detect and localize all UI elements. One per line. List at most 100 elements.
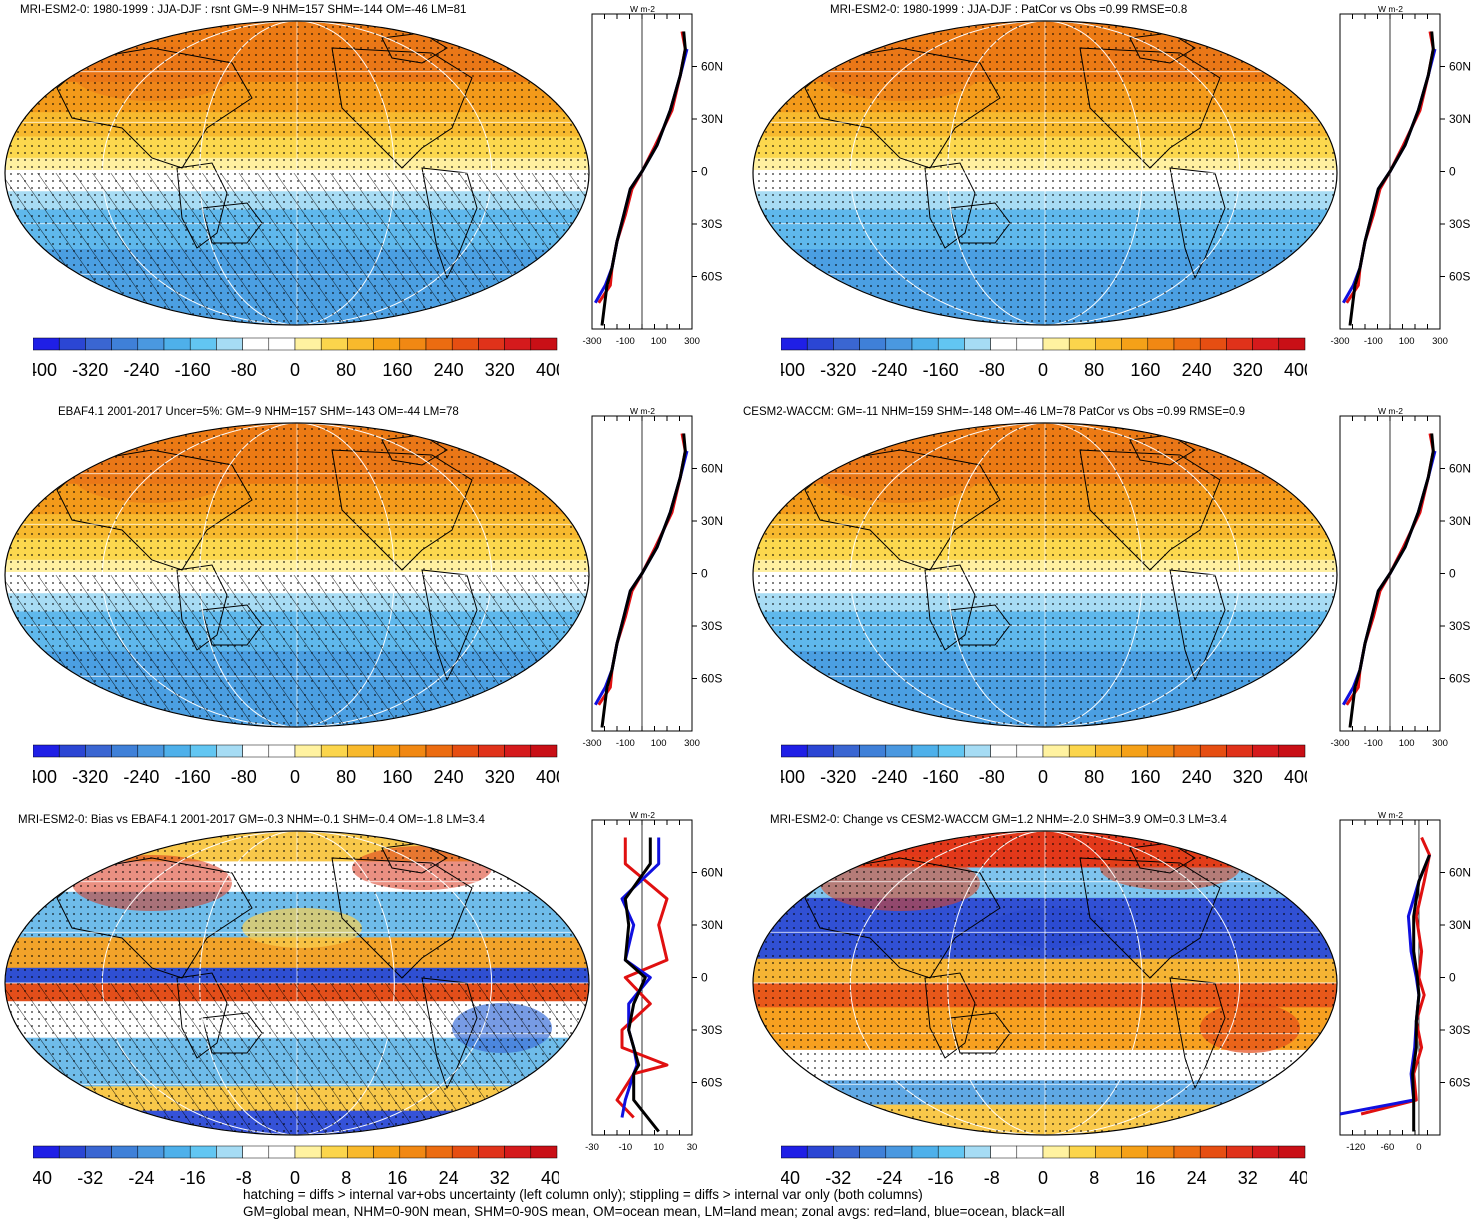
svg-text:160: 160 [1130,360,1160,380]
panel-bias: MRI-ESM2-0: Bias vs EBAF4.1 2001-2017 GM… [0,810,741,1188]
svg-text:10: 10 [653,1142,664,1153]
svg-text:-400: -400 [33,360,57,380]
svg-text:60S: 60S [1449,1076,1470,1090]
svg-text:30N: 30N [1449,514,1471,528]
svg-text:160: 160 [1130,767,1160,787]
world-map [752,830,1338,1136]
svg-text:-240: -240 [871,767,907,787]
svg-text:60S: 60S [1449,672,1470,686]
zonal-mean-plot: 60N 30N 0 30S 60S W m-2 -300 -100 100 300 [582,4,723,347]
svg-text:0: 0 [1038,360,1048,380]
svg-text:240: 240 [1182,360,1212,380]
svg-text:-80: -80 [979,767,1005,787]
svg-text:32: 32 [490,1168,510,1188]
svg-text:240: 240 [434,360,464,380]
svg-text:160: 160 [382,767,412,787]
zonal-mean-plot: 60N 30N 0 30S 60S W m-2 -120 -60 0 [1339,810,1471,1153]
svg-text:8: 8 [341,1168,351,1188]
svg-text:30S: 30S [1449,619,1470,633]
svg-text:24: 24 [1187,1168,1207,1188]
svg-text:-400: -400 [33,767,57,787]
svg-text:30N: 30N [701,918,723,932]
svg-text:W m-2: W m-2 [630,406,655,416]
svg-text:-16: -16 [928,1168,954,1188]
colorbar: -40 -32 -24 -16 -8 0 8 16 24 32 40 [33,1145,559,1188]
svg-text:300: 300 [1432,336,1448,347]
colorbar: -40 -32 -24 -16 -8 0 8 16 24 32 40 [781,1145,1307,1188]
svg-text:-320: -320 [820,767,856,787]
svg-text:40: 40 [541,1168,559,1188]
svg-text:0: 0 [701,567,708,581]
svg-text:0: 0 [1449,971,1456,985]
panel-rsnt-mri-patcor: MRI-ESM2-0: 1980-1999 : JJA-DJF : PatCor… [748,4,1483,394]
world-map [4,830,590,1136]
svg-text:-160: -160 [175,360,211,380]
svg-text:0: 0 [701,971,708,985]
svg-text:300: 300 [684,336,700,347]
svg-text:30N: 30N [701,112,723,126]
svg-text:320: 320 [1233,360,1263,380]
svg-text:40: 40 [1289,1168,1307,1188]
world-map [4,422,590,728]
svg-text:-40: -40 [781,1168,800,1188]
zonal-mean-plot: 60N 30N 0 30S 60S W m-2 -300 -100 100 300 [582,406,723,749]
svg-text:400: 400 [536,767,559,787]
svg-text:60N: 60N [1449,60,1471,74]
svg-text:-32: -32 [77,1168,103,1188]
svg-text:60S: 60S [1449,270,1470,284]
svg-text:400: 400 [1284,767,1307,787]
world-map [4,20,590,326]
svg-text:-8: -8 [984,1168,1000,1188]
world-map [752,20,1338,326]
svg-text:240: 240 [1182,767,1212,787]
svg-text:-40: -40 [33,1168,52,1188]
svg-text:-120: -120 [1346,1142,1365,1153]
svg-text:W m-2: W m-2 [630,810,655,820]
svg-text:0: 0 [1038,767,1048,787]
svg-text:-240: -240 [871,360,907,380]
svg-text:0: 0 [1038,1168,1048,1188]
svg-text:-30: -30 [585,1142,599,1153]
svg-text:-32: -32 [825,1168,851,1188]
panel-rsnt-cesm: CESM2-WACCM: GM=-11 NHM=159 SHM=-148 OM=… [743,406,1483,796]
panel-title: MRI-ESM2-0: Bias vs EBAF4.1 2001-2017 GM… [18,814,485,826]
svg-text:-320: -320 [72,360,108,380]
svg-text:0: 0 [1416,1142,1421,1153]
svg-text:60S: 60S [701,1076,722,1090]
svg-text:8: 8 [1089,1168,1099,1188]
svg-text:30S: 30S [1449,217,1470,231]
svg-text:320: 320 [485,360,515,380]
colorbar: -400 -320 -240 -160 -80 0 80 160 240 320 400 [781,744,1307,787]
footer-line-2: GM=global mean, NHM=0-90N mean, SHM=0-90… [243,1204,1065,1219]
svg-text:60S: 60S [701,270,722,284]
svg-text:240: 240 [434,767,464,787]
svg-text:-300: -300 [1330,336,1349,347]
svg-text:-300: -300 [1330,738,1349,749]
svg-text:100: 100 [651,738,667,749]
svg-text:30N: 30N [701,514,723,528]
svg-text:320: 320 [485,767,515,787]
svg-text:24: 24 [439,1168,459,1188]
world-map [752,422,1338,728]
panel-title: MRI-ESM2-0: 1980-1999 : JJA-DJF : rsnt G… [20,4,467,16]
svg-text:W m-2: W m-2 [1378,4,1403,14]
panel-change: MRI-ESM2-0: Change vs CESM2-WACCM GM=1.2… [748,810,1483,1188]
svg-text:W m-2: W m-2 [1378,406,1403,416]
svg-text:-160: -160 [923,360,959,380]
zonal-mean-plot: 60N 30N 0 30S 60S W m-2 -300 -100 100 300 [1330,406,1471,749]
svg-text:-300: -300 [582,738,601,749]
svg-text:-100: -100 [1364,738,1383,749]
panel-rsnt-ebaf: EBAF4.1 2001-2017 Uncer=5%: GM=-9 NHM=15… [0,406,741,796]
colorbar: -400 -320 -240 -160 -80 0 80 160 240 320 400 [33,337,559,380]
svg-text:W m-2: W m-2 [1378,810,1403,820]
svg-text:0: 0 [1449,165,1456,179]
svg-text:60N: 60N [1449,462,1471,476]
svg-text:400: 400 [1284,360,1307,380]
svg-text:-80: -80 [979,360,1005,380]
zonal-mean-plot: 60N 30N 0 30S 60S W m-2 -30 -10 10 30 [585,810,723,1153]
svg-text:-8: -8 [236,1168,252,1188]
panel-title: EBAF4.1 2001-2017 Uncer=5%: GM=-9 NHM=15… [58,406,459,418]
svg-text:160: 160 [382,360,412,380]
svg-text:60N: 60N [1449,866,1471,880]
svg-text:80: 80 [336,360,356,380]
